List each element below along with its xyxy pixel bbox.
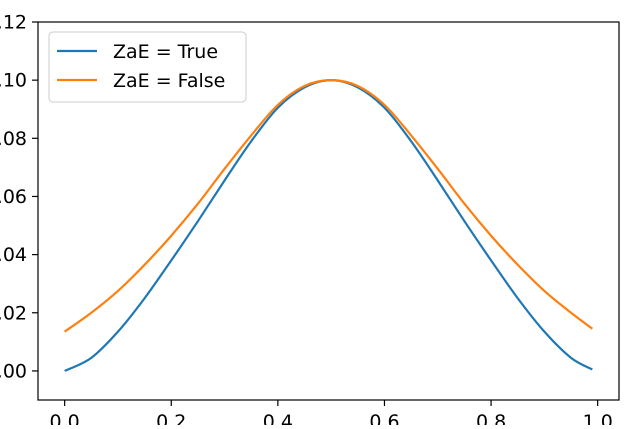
legend-label: ZaE = False xyxy=(113,70,225,92)
x-tick-label: 0.6 xyxy=(369,411,399,425)
x-tick-label: 0.4 xyxy=(263,411,293,425)
legend: ZaE = True ZaE = False xyxy=(48,31,247,103)
x-tick-label: 1.0 xyxy=(583,411,613,425)
x-tick-label: 0.8 xyxy=(476,411,506,425)
y-tick-label: 0.04 xyxy=(0,244,27,266)
y-tick-label: 0.00 xyxy=(0,360,27,382)
legend-label: ZaE = True xyxy=(113,41,218,63)
x-tick-label: 0.2 xyxy=(156,411,186,425)
axes-frame xyxy=(37,21,620,401)
series-line-1 xyxy=(64,79,594,333)
y-tick-label: 0.12 xyxy=(0,12,27,34)
y-tick-label: 0.08 xyxy=(0,128,27,150)
x-tick-label: 0.0 xyxy=(50,411,80,425)
legend-box xyxy=(48,31,247,103)
y-tick-label: 0.06 xyxy=(0,186,27,208)
y-tick-label: 0.10 xyxy=(0,70,27,92)
y-tick-label: 0.02 xyxy=(0,302,27,324)
